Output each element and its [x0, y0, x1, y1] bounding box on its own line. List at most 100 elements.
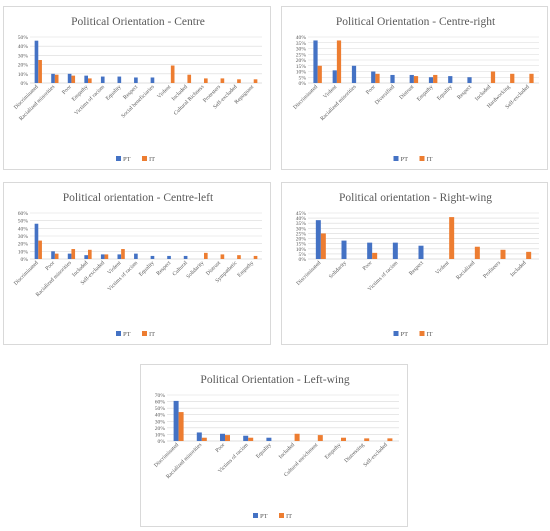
category-label: Poor: [365, 84, 377, 96]
bar-pt-equality: [117, 76, 122, 83]
y-tick-label: 30%: [296, 47, 307, 53]
bar-it-repugnant: [253, 79, 258, 83]
bar-pt-discriminated: [315, 220, 321, 259]
category-label: Empathy: [237, 260, 256, 279]
bar-it-empathy: [88, 78, 92, 83]
chart-right-wing: Political orientation - Right-wing 0%5%10…: [296, 192, 539, 338]
bar-it-solidarity: [204, 252, 208, 259]
y-tick-label: 35%: [296, 41, 307, 47]
bar-pt-empathy: [84, 75, 88, 83]
y-tick-label: 40%: [296, 35, 307, 41]
y-tick-label: 10%: [155, 432, 166, 438]
y-tick-label: 0%: [21, 257, 29, 263]
legend-swatch-it: [279, 513, 284, 518]
bar-it-hardworking: [510, 73, 515, 83]
category-label: Equality: [436, 84, 454, 102]
y-tick-label: 30%: [296, 226, 307, 232]
y-tick-label: 20%: [18, 63, 29, 69]
y-tick-label: 70%: [155, 393, 166, 399]
bar-it-violent: [121, 249, 125, 259]
chart-centre-left: Political orientation - Centre-left 0% 10%…: [13, 192, 262, 338]
y-tick-label: 40%: [296, 216, 307, 222]
bar-it-distressing: [364, 438, 370, 441]
bar-pt-included: [84, 255, 88, 259]
legend-label-it: IT: [286, 513, 292, 520]
y-tick-label: 40%: [18, 44, 29, 50]
y-tick-label: 0%: [158, 439, 166, 445]
bar-it-racialized: [474, 246, 480, 259]
chart-panel-left-wing: Political Orientation - Left-wing 0% 10% 20…: [140, 364, 408, 527]
bar-pt-respect: [134, 77, 138, 83]
category-label: Respect: [155, 260, 172, 277]
bar-pt-poor: [371, 71, 376, 83]
category-label: Discriminated: [296, 260, 323, 287]
y-tick-label: 45%: [296, 211, 307, 217]
bar-pt-social-beneficiaries: [150, 77, 155, 83]
bar-it-victims-of-racism: [248, 437, 254, 441]
bar-pt-self-excluded: [100, 254, 105, 259]
bar-it-poor: [54, 253, 59, 259]
y-tick-label: 5%: [299, 75, 307, 81]
category-label: Empathy: [324, 442, 343, 461]
bar-it-self-excluded: [387, 438, 393, 441]
category-label: Profiteers: [482, 259, 502, 279]
bar-it-profiteers: [500, 249, 506, 259]
bar-pt-empathy: [428, 77, 434, 83]
legend-label-it: IT: [427, 331, 433, 338]
bar-pt-discriminated: [173, 400, 179, 441]
legend-label-pt: PT: [260, 513, 268, 520]
category-label: Equality: [138, 260, 156, 278]
bar-pt-respect: [467, 77, 472, 83]
y-tick-label: 35%: [296, 221, 307, 227]
legend-swatch-pt: [393, 331, 399, 336]
category-label: Poor: [215, 442, 227, 454]
legend-label-it: IT: [427, 156, 433, 163]
bar-it-racialized-minorities: [71, 249, 76, 259]
y-tick-label: 20%: [296, 58, 307, 64]
category-label: Included: [509, 260, 527, 278]
y-tick-label: 15%: [296, 64, 307, 70]
y-tick-label: 30%: [155, 419, 166, 425]
y-tick-label: 60%: [18, 211, 29, 217]
bar-pt-racialized-minorities: [51, 73, 55, 83]
bar-it-violent: [449, 217, 455, 259]
category-label: Included: [278, 442, 296, 460]
bar-it-racialized-minorities: [201, 437, 207, 441]
chart-panel-centre-left: Political orientation - Centre-left 0% 10%…: [3, 182, 271, 345]
category-label: Poor: [61, 84, 73, 96]
bar-pt-discriminated: [313, 40, 318, 83]
bar-it-self-excluded: [237, 79, 241, 83]
bar-pt-equality: [266, 437, 272, 441]
category-label: Violent: [435, 260, 451, 276]
bar-it-included: [187, 74, 192, 83]
bar-it-discriminated: [38, 60, 42, 83]
chart-centre: Political Orientation - Centre 0% 10% 20% 30…: [13, 16, 262, 163]
legend-label-pt: PT: [401, 331, 409, 338]
bar-pt-equality: [150, 255, 155, 259]
bar-it-cultural-richness: [204, 78, 208, 83]
y-tick-label: 50%: [18, 219, 29, 225]
legend-label-it: IT: [149, 331, 155, 338]
legend-label-pt: PT: [123, 331, 131, 338]
bar-pt-racialized-minorities: [67, 253, 72, 259]
chart-left-wing: Political Orientation - Left-wing 0%10%20…: [153, 374, 399, 520]
bar-pt-racialized-minorities: [351, 65, 357, 83]
category-label: Violent: [322, 84, 338, 100]
y-tick-label: 25%: [296, 231, 307, 237]
y-tick-label: 25%: [296, 52, 307, 58]
y-tick-label: 40%: [155, 413, 166, 419]
category-label: Discriminated: [292, 84, 319, 111]
category-label: Diversified: [373, 83, 396, 106]
legend-swatch-pt: [393, 156, 399, 161]
bar-it-distrust: [413, 76, 419, 83]
y-tick-label: 0%: [299, 81, 307, 87]
category-label: Equality: [255, 442, 273, 460]
bar-it-distrust: [220, 254, 225, 259]
y-tick-label: 10%: [18, 72, 29, 78]
y-tick-label: 50%: [155, 406, 166, 412]
category-label: Poor: [362, 260, 374, 272]
category-label: Respect: [408, 260, 425, 277]
bar-pt-victims-of-racism: [134, 253, 138, 259]
bar-pt-respect: [418, 245, 424, 259]
bar-it-empathy: [253, 255, 258, 259]
